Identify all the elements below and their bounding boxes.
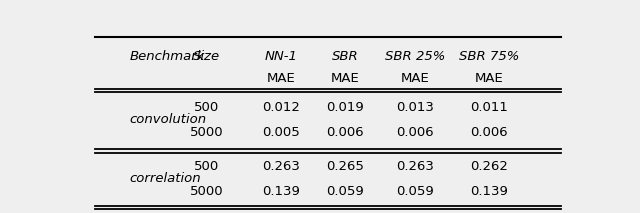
Text: 0.006: 0.006 <box>396 126 434 139</box>
Text: 0.262: 0.262 <box>470 160 508 173</box>
Text: 0.059: 0.059 <box>326 185 364 198</box>
Text: SBR: SBR <box>332 50 359 63</box>
Text: convolution: convolution <box>129 113 207 126</box>
Text: 0.019: 0.019 <box>326 101 364 114</box>
Text: 0.011: 0.011 <box>470 101 508 114</box>
Text: 0.005: 0.005 <box>262 126 300 139</box>
Text: 500: 500 <box>194 160 219 173</box>
Text: 0.012: 0.012 <box>262 101 300 114</box>
Text: MAE: MAE <box>266 72 295 85</box>
Text: SBR 75%: SBR 75% <box>459 50 520 63</box>
Text: 0.263: 0.263 <box>262 160 300 173</box>
Text: 5000: 5000 <box>189 126 223 139</box>
Text: 500: 500 <box>194 101 219 114</box>
Text: 0.139: 0.139 <box>470 185 508 198</box>
Text: 0.059: 0.059 <box>396 185 434 198</box>
Text: MAE: MAE <box>331 72 360 85</box>
Text: 5000: 5000 <box>189 185 223 198</box>
Text: MAE: MAE <box>401 72 429 85</box>
Text: NN-1: NN-1 <box>264 50 298 63</box>
Text: 0.265: 0.265 <box>326 160 364 173</box>
Text: 0.263: 0.263 <box>396 160 434 173</box>
Text: 0.013: 0.013 <box>396 101 434 114</box>
Text: MAE: MAE <box>475 72 504 85</box>
Text: SBR 25%: SBR 25% <box>385 50 445 63</box>
Text: correlation: correlation <box>129 172 201 185</box>
Text: 0.006: 0.006 <box>326 126 364 139</box>
Text: Size: Size <box>193 50 220 63</box>
Text: 0.006: 0.006 <box>470 126 508 139</box>
Text: Benchmark: Benchmark <box>129 50 205 63</box>
Text: 0.139: 0.139 <box>262 185 300 198</box>
